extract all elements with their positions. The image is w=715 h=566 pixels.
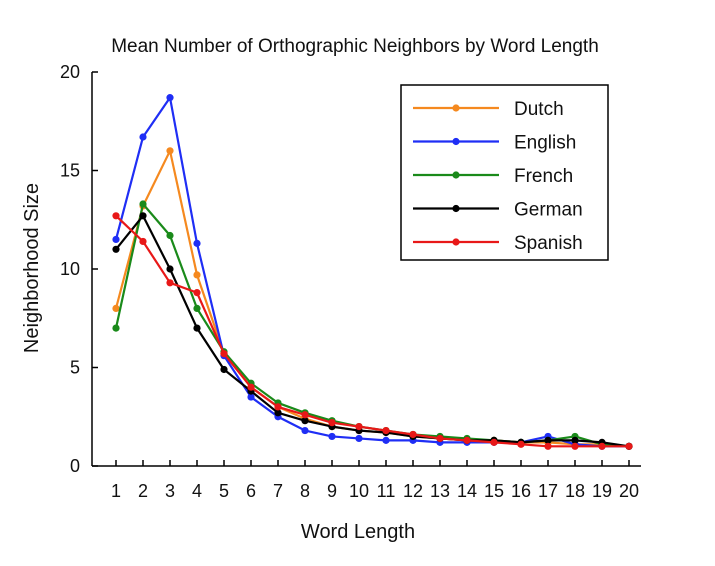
legend-box bbox=[400, 84, 609, 261]
x-tick-label: 7 bbox=[273, 481, 283, 501]
data-point-spanish bbox=[139, 237, 147, 246]
data-point-english bbox=[112, 235, 120, 244]
data-point-english bbox=[355, 434, 363, 443]
x-tick-label: 4 bbox=[192, 481, 202, 501]
series-line-german bbox=[115, 214, 630, 448]
series-line-english bbox=[114, 96, 629, 448]
x-tick-label: 19 bbox=[592, 481, 612, 501]
legend-entry-english: English bbox=[413, 133, 576, 154]
data-point-german bbox=[112, 245, 120, 253]
data-point-dutch bbox=[166, 147, 174, 155]
data-point-spanish bbox=[571, 442, 579, 450]
data-point-german bbox=[220, 365, 228, 374]
chart-title: Mean Number of Orthographic Neighbors by… bbox=[111, 36, 599, 57]
legend-marker bbox=[452, 171, 460, 179]
x-tick-label: 13 bbox=[430, 481, 450, 501]
data-point-spanish bbox=[247, 383, 255, 391]
data-point-spanish bbox=[355, 423, 363, 431]
data-point-english bbox=[139, 133, 147, 141]
x-tick-label: 14 bbox=[457, 481, 477, 501]
legend-entry-german: German bbox=[413, 200, 583, 221]
y-tick-label: 5 bbox=[70, 358, 80, 378]
data-point-spanish bbox=[517, 440, 525, 448]
x-tick-label: 18 bbox=[565, 481, 585, 501]
data-point-spanish bbox=[382, 426, 390, 435]
x-tick-label: 2 bbox=[138, 481, 148, 501]
data-point-dutch bbox=[193, 271, 201, 279]
legend-marker bbox=[452, 104, 460, 112]
series-german bbox=[112, 212, 633, 450]
data-point-english bbox=[301, 426, 309, 435]
data-point-german bbox=[544, 436, 552, 444]
data-point-german bbox=[139, 212, 147, 220]
data-point-spanish bbox=[544, 442, 552, 450]
x-tick-label: 1 bbox=[111, 481, 121, 501]
legend-entry-french: French bbox=[413, 166, 573, 187]
data-point-spanish bbox=[274, 403, 282, 411]
data-point-english bbox=[193, 239, 201, 247]
data-point-spanish bbox=[112, 212, 120, 220]
data-point-german bbox=[193, 324, 201, 332]
x-tick-label: 5 bbox=[219, 481, 229, 501]
data-point-english bbox=[382, 436, 390, 444]
x-tick-label: 20 bbox=[619, 481, 639, 501]
data-point-spanish bbox=[598, 442, 606, 450]
data-point-spanish bbox=[301, 411, 309, 419]
x-tick-label: 17 bbox=[538, 481, 558, 501]
data-point-english bbox=[166, 94, 174, 102]
data-point-english bbox=[328, 432, 336, 441]
series-layer bbox=[112, 94, 633, 450]
legend-marker bbox=[452, 137, 460, 146]
series-spanish bbox=[112, 212, 633, 450]
data-point-spanish bbox=[625, 442, 633, 450]
data-point-spanish bbox=[328, 419, 336, 427]
legend-label: Dutch bbox=[514, 99, 564, 120]
data-point-spanish bbox=[490, 438, 498, 446]
legend-marker bbox=[452, 238, 460, 246]
data-point-spanish bbox=[193, 289, 201, 297]
data-point-french bbox=[112, 324, 120, 332]
data-point-german bbox=[301, 417, 309, 425]
data-point-french bbox=[193, 304, 201, 312]
legend-entry-spanish: Spanish bbox=[413, 233, 583, 254]
data-point-german bbox=[274, 409, 282, 417]
legend-label: English bbox=[514, 133, 576, 154]
data-point-spanish bbox=[220, 350, 228, 358]
x-tick-label: 11 bbox=[377, 481, 396, 501]
data-point-french bbox=[166, 231, 174, 240]
y-tick-label: 0 bbox=[70, 456, 80, 476]
legend-entry-dutch: Dutch bbox=[413, 99, 564, 120]
data-point-spanish bbox=[436, 434, 444, 443]
y-tick-label: 20 bbox=[60, 62, 80, 82]
x-tick-label: 12 bbox=[403, 481, 423, 501]
data-point-dutch bbox=[112, 304, 120, 312]
x-tick-label: 10 bbox=[349, 481, 369, 501]
data-point-spanish bbox=[166, 279, 174, 287]
data-point-german bbox=[571, 436, 579, 444]
x-tick-label: 9 bbox=[327, 481, 337, 501]
legend-marker bbox=[452, 204, 460, 213]
y-tick-label: 10 bbox=[60, 259, 80, 279]
legend-label: Spanish bbox=[514, 233, 583, 254]
y-axis-label: Neighborhood Size bbox=[21, 183, 43, 353]
data-point-spanish bbox=[463, 436, 471, 444]
x-tick-label: 6 bbox=[246, 481, 256, 501]
data-point-french bbox=[139, 200, 147, 208]
legend-label: German bbox=[514, 200, 583, 221]
series-line-spanish bbox=[115, 215, 629, 448]
x-tick-label: 8 bbox=[300, 481, 310, 501]
x-tick-label: 15 bbox=[484, 481, 504, 501]
y-tick-label: 15 bbox=[60, 161, 80, 181]
legend-label: French bbox=[514, 166, 573, 187]
x-tick-label: 16 bbox=[511, 481, 531, 501]
x-tick-label: 3 bbox=[165, 481, 175, 501]
data-point-english bbox=[247, 393, 255, 401]
legend: Dutch English French German Spanish bbox=[400, 84, 609, 261]
x-axis-label: Word Length bbox=[301, 521, 415, 543]
data-point-spanish bbox=[409, 430, 417, 439]
data-point-german bbox=[166, 265, 174, 273]
